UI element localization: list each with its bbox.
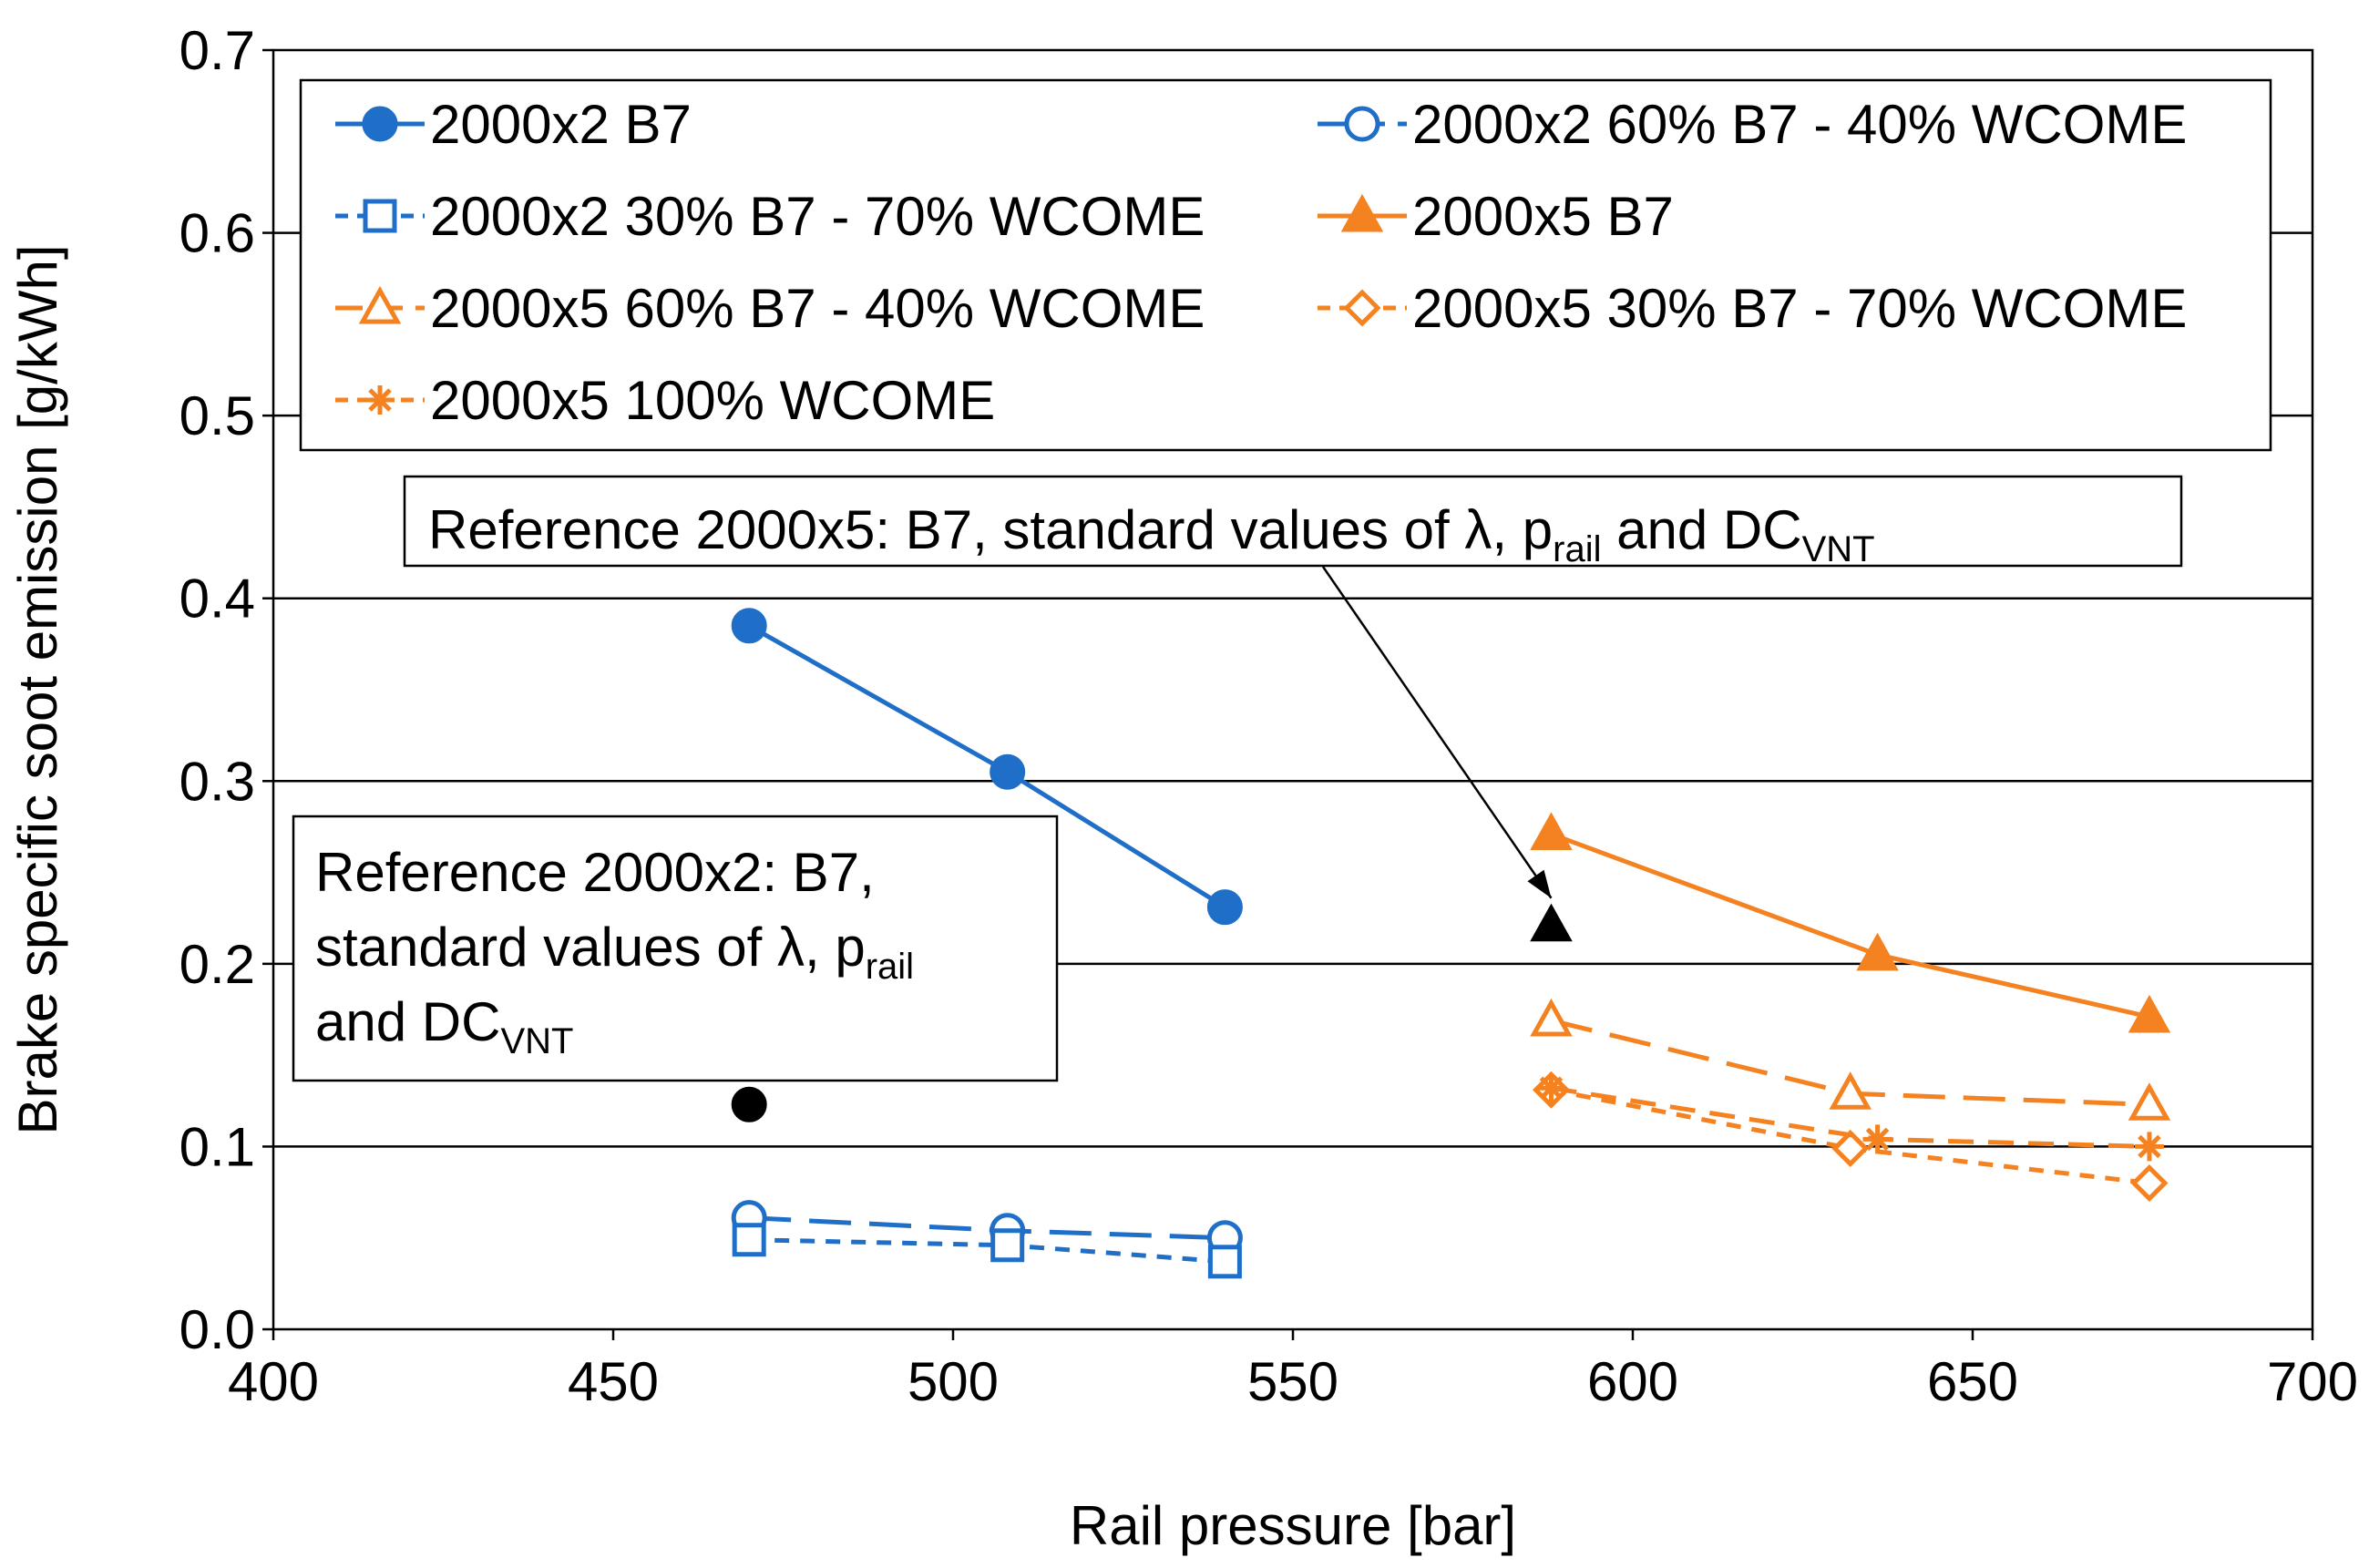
annotation-ref-2000x5: Reference 2000x5: B7, standard values of… xyxy=(403,475,2183,899)
data-point xyxy=(1536,1073,1566,1103)
series-layer xyxy=(731,608,2171,1279)
legend-label: 2000x5 30% B7 - 70% WCOME xyxy=(1412,278,2187,339)
reference-points xyxy=(731,903,1573,1122)
legend-marker xyxy=(362,106,398,142)
legend-entry: 2000x5 60% B7 - 40% WCOME xyxy=(335,278,1205,339)
annotation-box xyxy=(403,475,2183,568)
x-tick-label: 700 xyxy=(2267,1351,2358,1412)
legend-marker xyxy=(1340,193,1384,232)
arrow-head xyxy=(1527,869,1552,898)
series-2 xyxy=(732,1223,1242,1279)
series-3 xyxy=(1530,812,2171,1033)
annotation-box xyxy=(292,815,1059,1082)
y-tick-label: 0.7 xyxy=(179,20,255,81)
y-tick-label: 0.2 xyxy=(179,934,255,995)
x-tick-label: 400 xyxy=(228,1351,319,1412)
x-tick-label: 650 xyxy=(1927,1351,2018,1412)
legend-entry: 2000x5 100% WCOME xyxy=(335,370,995,431)
y-axis-label: Brake specific soot emission [g/kWh] xyxy=(7,244,68,1134)
annotation-ref-2000x2: Reference 2000x2: B7, standard values of … xyxy=(292,815,1059,1082)
x-tick-label: 500 xyxy=(908,1351,999,1412)
x-tick-label: 550 xyxy=(1247,1351,1338,1412)
legend-marker xyxy=(365,385,395,415)
legend-entry: 2000x2 60% B7 - 40% WCOME xyxy=(1318,94,2187,155)
legend-marker xyxy=(1343,289,1381,327)
x-tick-label: 450 xyxy=(568,1351,659,1412)
series-0 xyxy=(731,608,1243,926)
data-point xyxy=(990,1228,1025,1263)
legend: 2000x2 B7 2000x2 60% B7 - 40% WCOME 2000x2… xyxy=(299,78,2272,452)
data-point xyxy=(1862,1124,1892,1154)
legend-box xyxy=(299,78,2272,452)
data-point xyxy=(2128,1082,2171,1121)
legend-label: 2000x5 B7 xyxy=(1412,186,1674,247)
data-point xyxy=(732,1223,766,1257)
data-point xyxy=(990,753,1026,790)
x-axis-ticks: 400 450 500 550 600 650 700 xyxy=(228,1329,2358,1412)
legend-label: 2000x2 30% B7 - 70% WCOME xyxy=(430,186,1205,247)
y-tick-label: 0.6 xyxy=(179,203,255,264)
annotation-text: Reference 2000x2: B7, xyxy=(315,842,875,903)
y-tick-label: 0.4 xyxy=(179,569,255,630)
reference-point xyxy=(1530,903,1573,942)
data-point xyxy=(1856,932,1899,971)
legend-entry: 2000x2 B7 xyxy=(335,94,692,155)
annotation-text: and DCVNT xyxy=(315,991,573,1061)
legend-entry: 2000x5 B7 xyxy=(1318,186,1674,247)
annotation-arrow xyxy=(1321,566,1553,899)
reference-point xyxy=(731,1086,767,1122)
x-tick-label: 600 xyxy=(1587,1351,1678,1412)
y-axis-ticks: 0.0 0.1 0.2 0.3 0.4 0.5 0.6 0.7 xyxy=(179,20,273,1360)
data-point xyxy=(1530,812,1573,850)
legend-entry: 2000x2 30% B7 - 70% WCOME xyxy=(335,186,1205,247)
legend-entry: 2000x5 30% B7 - 70% WCOME xyxy=(1318,278,2187,339)
series-6 xyxy=(1536,1073,2164,1162)
data-point xyxy=(2134,1132,2164,1162)
legend-label: 2000x5 60% B7 - 40% WCOME xyxy=(430,278,1205,339)
x-axis-label: Rail pressure [bar] xyxy=(1070,1495,1516,1556)
data-point xyxy=(1207,1245,1242,1279)
y-tick-label: 0.0 xyxy=(179,1299,255,1360)
data-point xyxy=(1206,889,1243,926)
data-point xyxy=(731,608,767,644)
y-tick-label: 0.5 xyxy=(179,385,255,446)
legend-marker xyxy=(1344,106,1380,142)
legend-marker xyxy=(363,199,397,233)
y-tick-label: 0.1 xyxy=(179,1116,255,1177)
annotation-text: Reference 2000x5: B7, standard values of… xyxy=(428,499,1875,569)
legend-label: 2000x5 100% WCOME xyxy=(430,370,995,431)
series-4 xyxy=(1530,998,2171,1121)
data-point xyxy=(1530,998,1573,1037)
legend-marker xyxy=(358,285,402,324)
data-point xyxy=(2130,1164,2169,1203)
data-point xyxy=(2128,994,2171,1033)
data-point xyxy=(1829,1071,1872,1110)
annotations: Reference 2000x5: B7, standard values of… xyxy=(292,475,2183,1082)
legend-label: 2000x2 B7 xyxy=(430,94,692,155)
y-tick-label: 0.3 xyxy=(179,751,255,812)
legend-label: 2000x2 60% B7 - 40% WCOME xyxy=(1412,94,2187,155)
annotation-text: standard values of λ, prail xyxy=(315,917,914,987)
data-point xyxy=(1831,1129,1870,1167)
